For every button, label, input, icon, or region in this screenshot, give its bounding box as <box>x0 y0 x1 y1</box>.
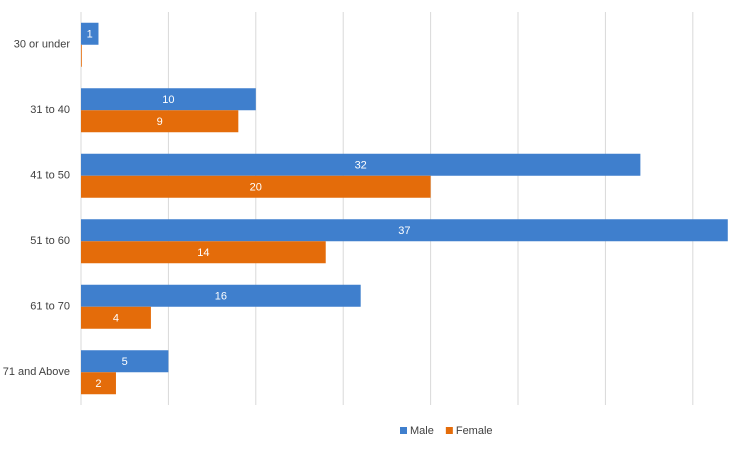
bar <box>81 241 326 264</box>
y-tick-label: 71 and Above <box>3 366 70 378</box>
y-tick-label: 31 to 40 <box>30 104 70 116</box>
bar <box>81 22 99 45</box>
data-label: 14 <box>197 247 209 259</box>
data-label: 16 <box>215 291 227 303</box>
y-tick-label: 61 to 70 <box>30 301 70 313</box>
bar <box>81 153 641 176</box>
data-label: 4 <box>113 313 119 325</box>
y-tick-label: 41 to 50 <box>30 170 70 182</box>
data-label: 1 <box>87 29 93 41</box>
bar <box>81 44 82 67</box>
bar <box>81 372 116 395</box>
bar <box>81 219 728 242</box>
y-tick-label: 30 or under <box>14 39 71 51</box>
data-label: 5 <box>122 356 128 368</box>
data-label: 32 <box>355 160 367 172</box>
legend-swatch <box>400 427 407 434</box>
data-label: 20 <box>250 182 262 194</box>
data-label: 9 <box>157 116 163 128</box>
bar <box>81 110 239 133</box>
legend-label: Male <box>410 425 434 437</box>
y-tick-label: 51 to 60 <box>30 235 70 247</box>
bar <box>81 88 256 111</box>
bar <box>81 350 169 373</box>
data-label: 2 <box>95 378 101 390</box>
legend-swatch <box>445 427 453 434</box>
data-label: 37 <box>398 225 410 237</box>
bar <box>81 175 431 198</box>
data-label: 10 <box>162 94 174 106</box>
bar <box>81 284 361 307</box>
legend-label: Female <box>456 425 493 437</box>
bar <box>81 306 151 329</box>
